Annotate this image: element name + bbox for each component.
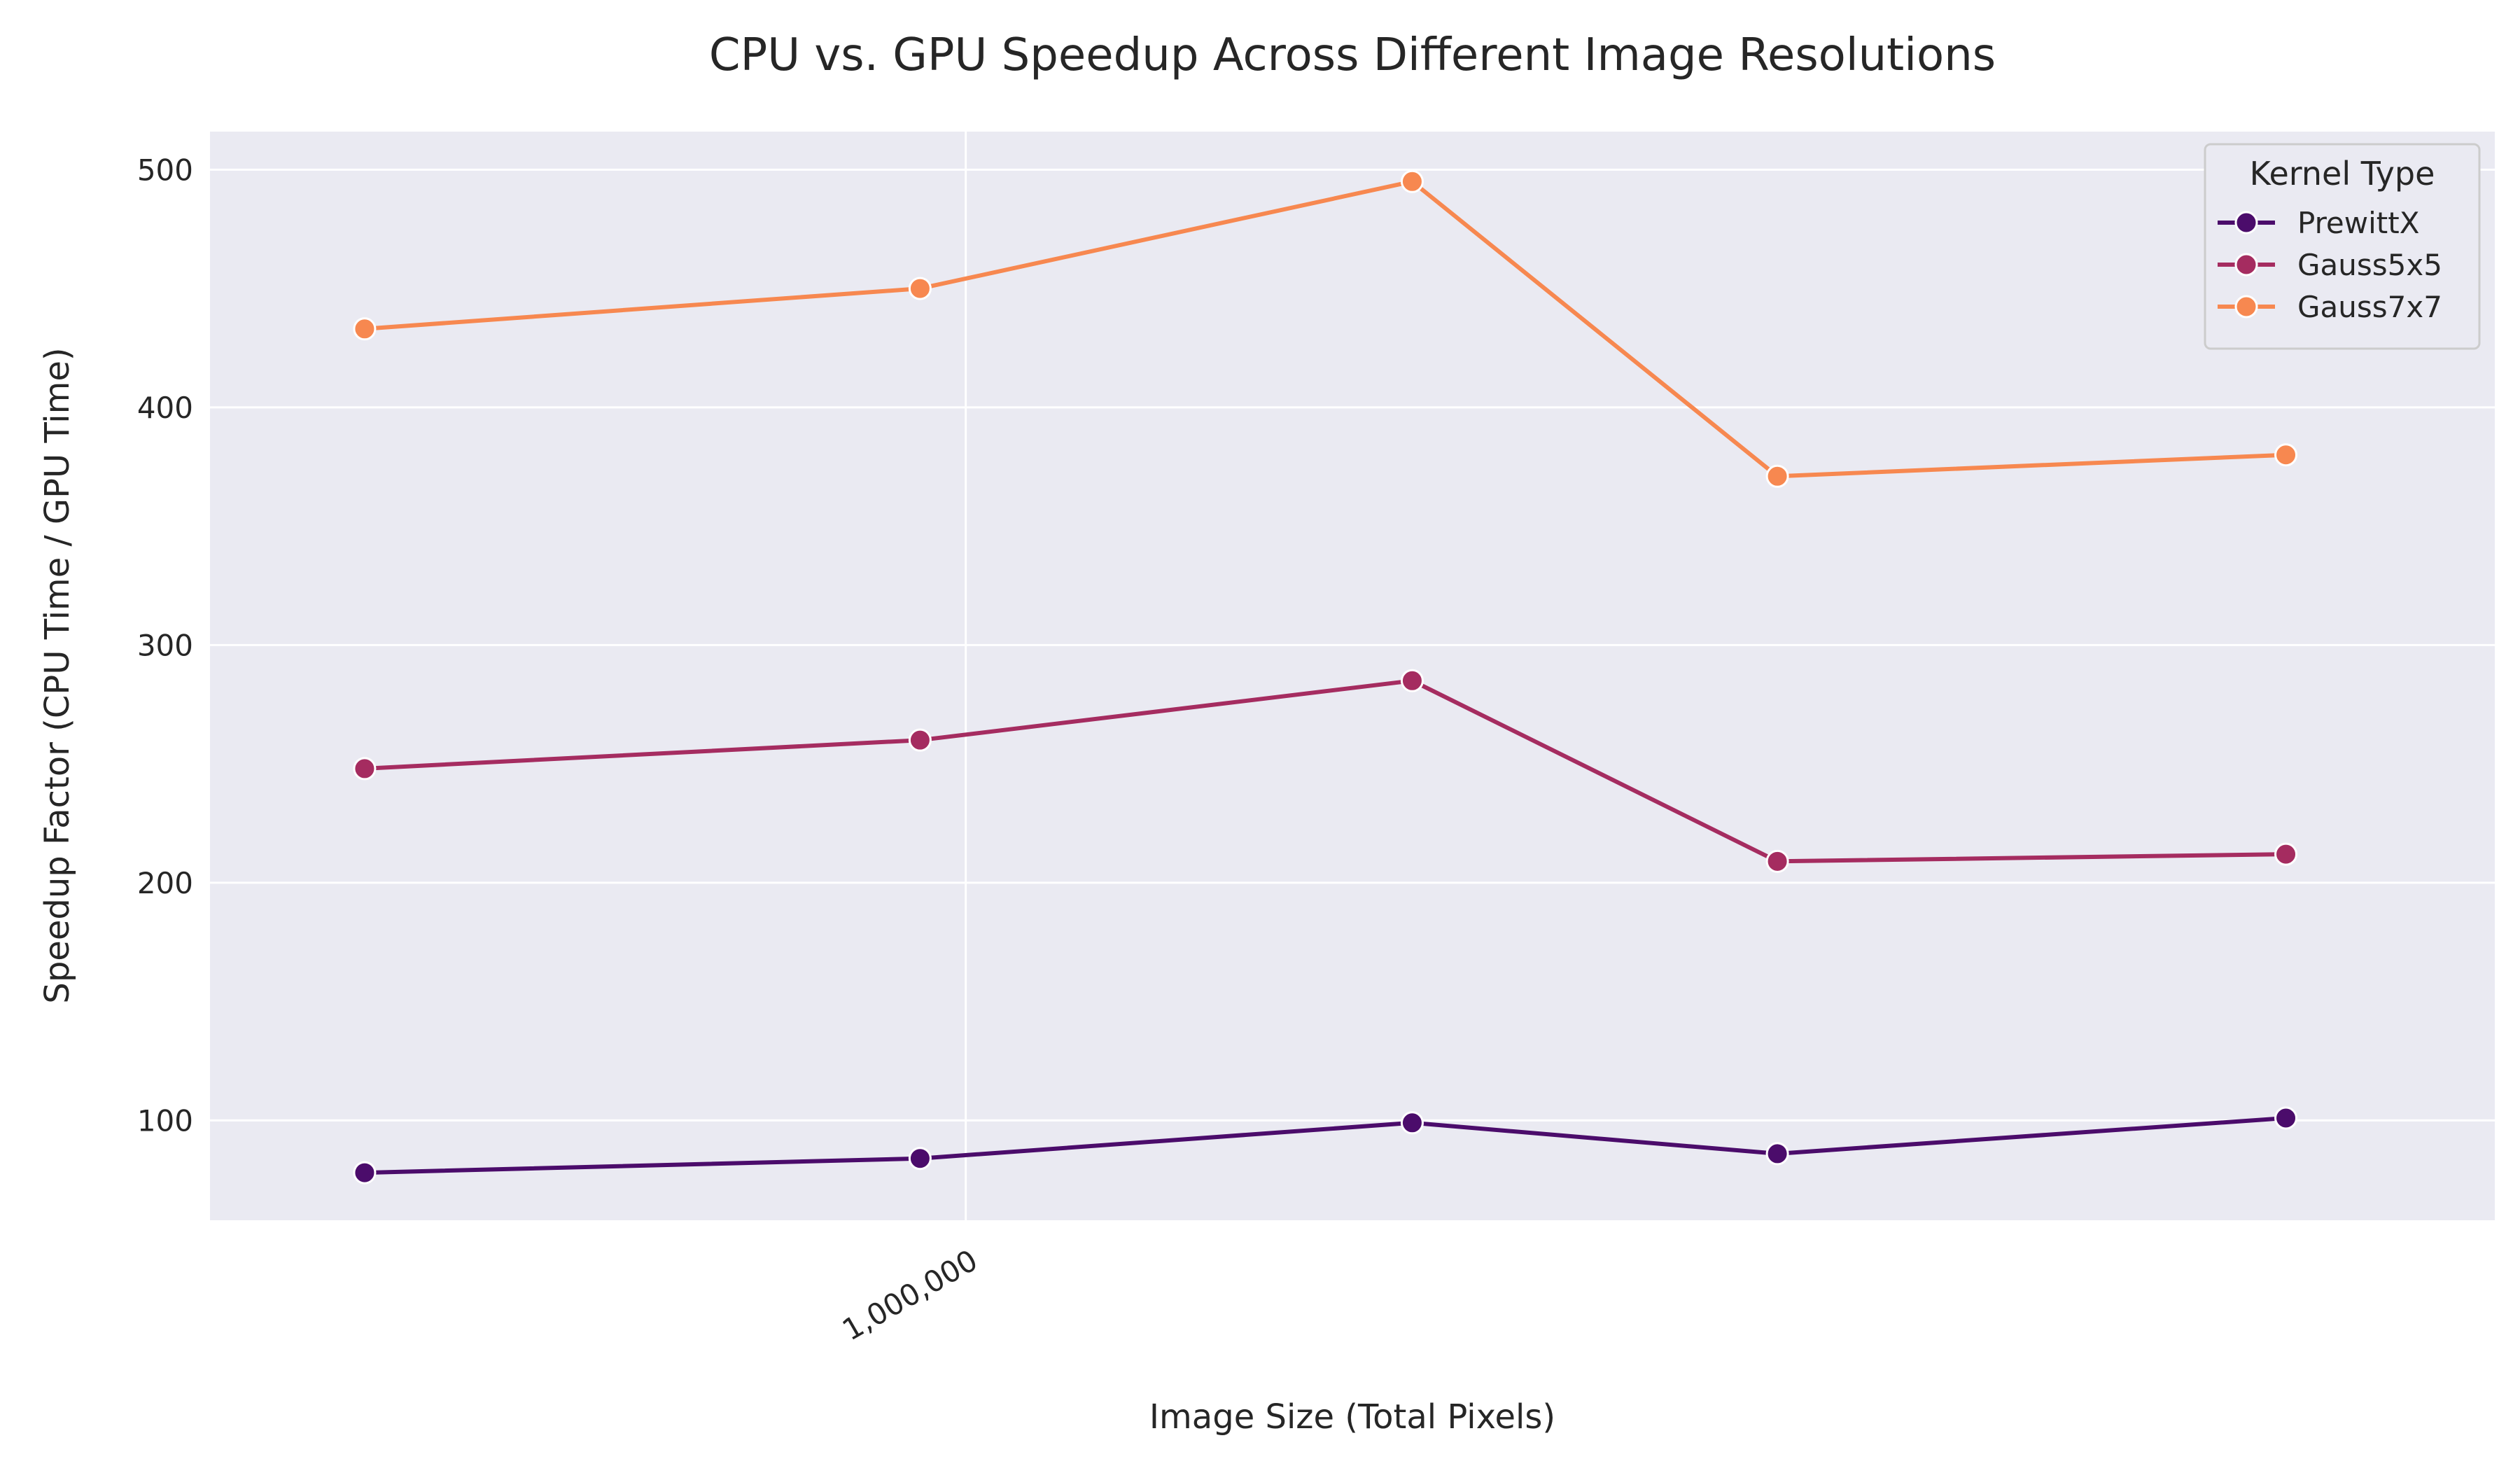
data-point [908,277,932,300]
legend-item: PrewittX [2218,206,2420,240]
legend-item: Gauss7x7 [2218,290,2442,324]
chart-title: CPU vs. GPU Speedup Across Different Ima… [709,29,1996,81]
legend-item: Gauss5x5 [2218,248,2442,282]
legend: Kernel Type PrewittX Gauss5x5 Gauss7x7 [2204,143,2481,350]
legend-items: PrewittX Gauss5x5 Gauss7x7 [2218,206,2442,324]
data-point [1400,1111,1424,1135]
y-tick-labels: 100 200 300 400 500 [137,153,193,1138]
y-tick-label: 100 [137,1103,193,1138]
legend-label: Gauss5x5 [2297,248,2442,282]
data-point [1765,464,1789,488]
legend-label: Gauss7x7 [2297,290,2442,324]
series-lines [353,169,2298,1185]
data-point [1765,1142,1789,1166]
data-point [1400,669,1424,692]
data-point [2274,443,2298,467]
data-point [353,317,377,341]
series-prewittx [353,1106,2298,1185]
y-tick-label: 200 [137,866,193,900]
legend-marker [2234,211,2258,235]
y-tick-label: 400 [137,391,193,425]
legend-title: Kernel Type [2250,155,2435,193]
y-tick-label: 300 [137,628,193,662]
y-axis-label: Speedup Factor (CPU Time / GPU Time) [38,347,77,1003]
legend-frame [2204,143,2481,350]
plot-area [210,132,2495,1220]
data-point [1400,169,1424,193]
grid-lines [210,132,2495,1220]
y-tick-label: 500 [137,153,193,187]
data-point [908,728,932,752]
series-gauss7x7 [353,169,2298,488]
data-point [1765,849,1789,873]
legend-marker [2234,295,2258,319]
series-gauss5x5 [353,669,2298,873]
legend-label: PrewittX [2297,206,2420,240]
x-axis-label: Image Size (Total Pixels) [1149,1397,1555,1437]
data-point [908,1147,932,1171]
data-point [2274,1106,2298,1130]
data-point [353,757,377,781]
data-point [353,1161,377,1185]
legend-marker [2234,253,2258,277]
data-point [2274,842,2298,866]
